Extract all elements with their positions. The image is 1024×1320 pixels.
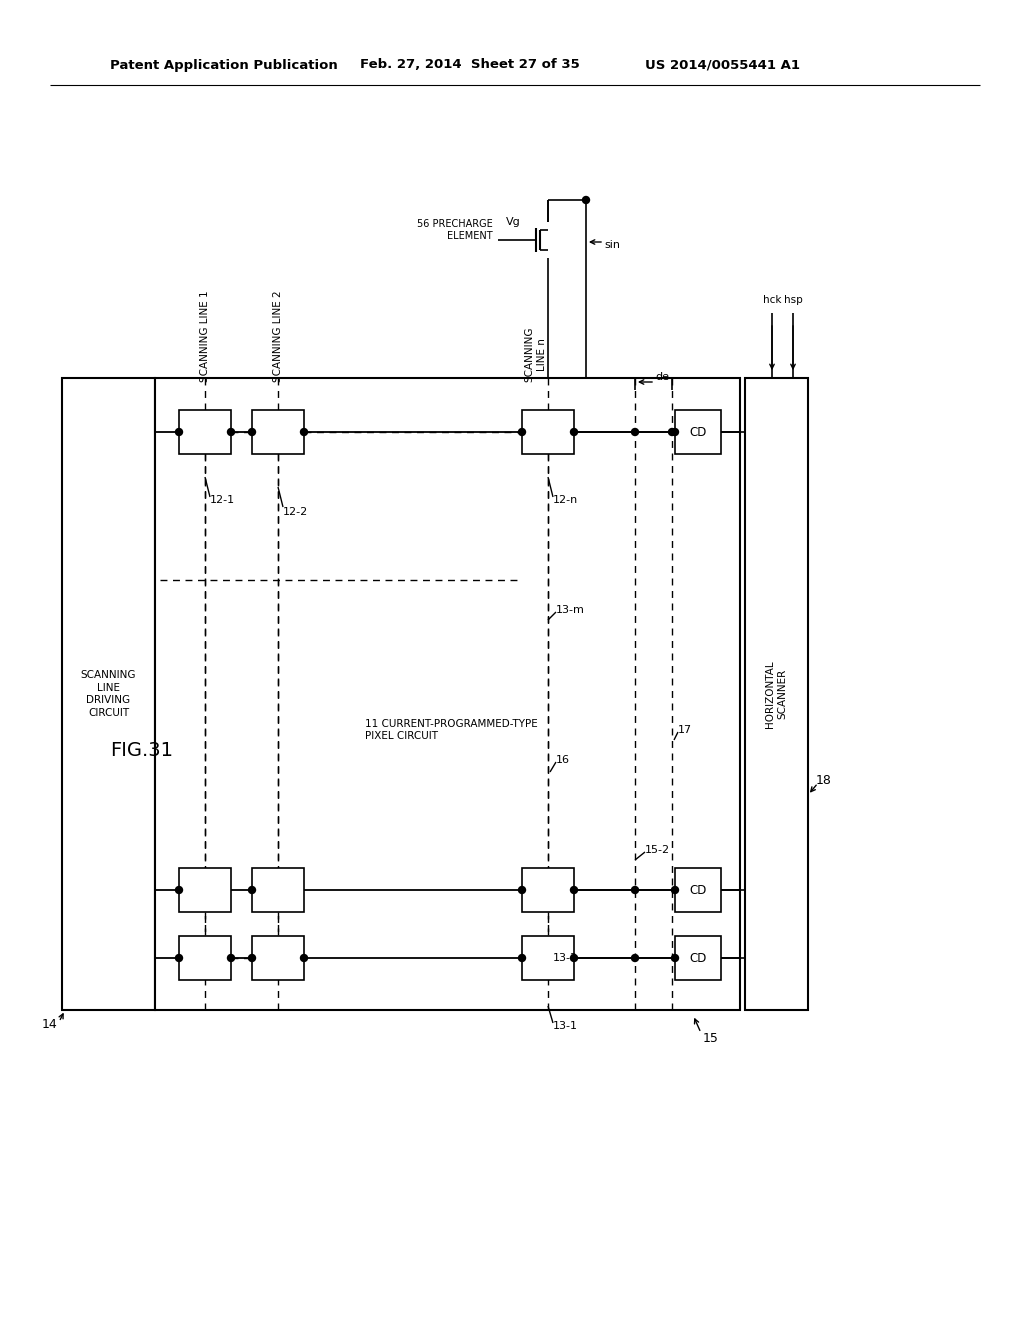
Bar — [675, 411, 721, 454]
Bar — [179, 936, 231, 979]
Text: 16: 16 — [556, 755, 570, 766]
Text: de: de — [655, 372, 669, 381]
Text: 56 PRECHARGE
ELEMENT: 56 PRECHARGE ELEMENT — [417, 219, 493, 242]
Text: 13-1: 13-1 — [553, 1020, 578, 1031]
Text: SCANNING LINE 2: SCANNING LINE 2 — [273, 290, 283, 381]
Circle shape — [249, 887, 256, 894]
Bar — [179, 869, 231, 912]
Text: 12-2: 12-2 — [283, 507, 308, 517]
Text: Feb. 27, 2014  Sheet 27 of 35: Feb. 27, 2014 Sheet 27 of 35 — [360, 58, 580, 71]
Bar — [522, 869, 574, 912]
Bar — [522, 411, 574, 454]
Circle shape — [227, 954, 234, 961]
Text: sin: sin — [604, 240, 620, 249]
Circle shape — [175, 954, 182, 961]
Text: CD: CD — [689, 952, 707, 965]
Text: 17: 17 — [678, 725, 692, 735]
Circle shape — [583, 197, 590, 203]
Circle shape — [175, 429, 182, 436]
Text: 14: 14 — [41, 1019, 57, 1031]
Bar — [179, 411, 231, 454]
Bar — [252, 936, 304, 979]
Circle shape — [570, 954, 578, 961]
Text: SCANNING LINE 1: SCANNING LINE 1 — [200, 290, 210, 381]
Bar — [155, 378, 740, 1010]
Circle shape — [518, 887, 525, 894]
Text: SCANNING
LINE n: SCANNING LINE n — [524, 326, 547, 381]
Circle shape — [227, 429, 234, 436]
Text: 12-n: 12-n — [553, 495, 579, 506]
Text: US 2014/0055441 A1: US 2014/0055441 A1 — [645, 58, 800, 71]
Text: 18: 18 — [816, 774, 831, 787]
Bar — [675, 936, 721, 979]
Circle shape — [300, 429, 307, 436]
Text: hck: hck — [763, 294, 781, 305]
Circle shape — [518, 429, 525, 436]
Bar — [252, 411, 304, 454]
Circle shape — [632, 429, 639, 436]
Circle shape — [672, 429, 679, 436]
Text: CD: CD — [689, 425, 707, 438]
Circle shape — [300, 954, 307, 961]
Bar — [522, 936, 574, 979]
Circle shape — [249, 954, 256, 961]
Text: Vg: Vg — [506, 216, 520, 227]
Text: CD: CD — [689, 883, 707, 896]
Text: SCANNING
LINE
DRIVING
CIRCUIT: SCANNING LINE DRIVING CIRCUIT — [81, 671, 136, 718]
Bar — [675, 869, 721, 912]
Bar — [745, 378, 808, 1010]
Circle shape — [632, 954, 639, 961]
Circle shape — [570, 887, 578, 894]
Circle shape — [632, 887, 639, 894]
Circle shape — [672, 954, 679, 961]
Circle shape — [518, 954, 525, 961]
Text: HORIZONTAL
SCANNER: HORIZONTAL SCANNER — [765, 660, 787, 727]
Circle shape — [570, 429, 578, 436]
Bar — [252, 869, 304, 912]
Circle shape — [669, 429, 676, 436]
Text: 13-2: 13-2 — [553, 953, 579, 964]
Circle shape — [249, 429, 256, 436]
Text: 15-2: 15-2 — [645, 845, 670, 855]
Circle shape — [175, 887, 182, 894]
Text: 12-1: 12-1 — [210, 495, 236, 506]
Bar — [62, 378, 155, 1010]
Circle shape — [672, 887, 679, 894]
Text: Patent Application Publication: Patent Application Publication — [110, 58, 338, 71]
Text: 13-m: 13-m — [556, 605, 585, 615]
Text: FIG.31: FIG.31 — [110, 741, 173, 759]
Text: 15: 15 — [703, 1031, 719, 1044]
Text: 11 CURRENT-PROGRAMMED-TYPE
PIXEL CIRCUIT: 11 CURRENT-PROGRAMMED-TYPE PIXEL CIRCUIT — [365, 719, 538, 742]
Text: hsp: hsp — [783, 294, 803, 305]
